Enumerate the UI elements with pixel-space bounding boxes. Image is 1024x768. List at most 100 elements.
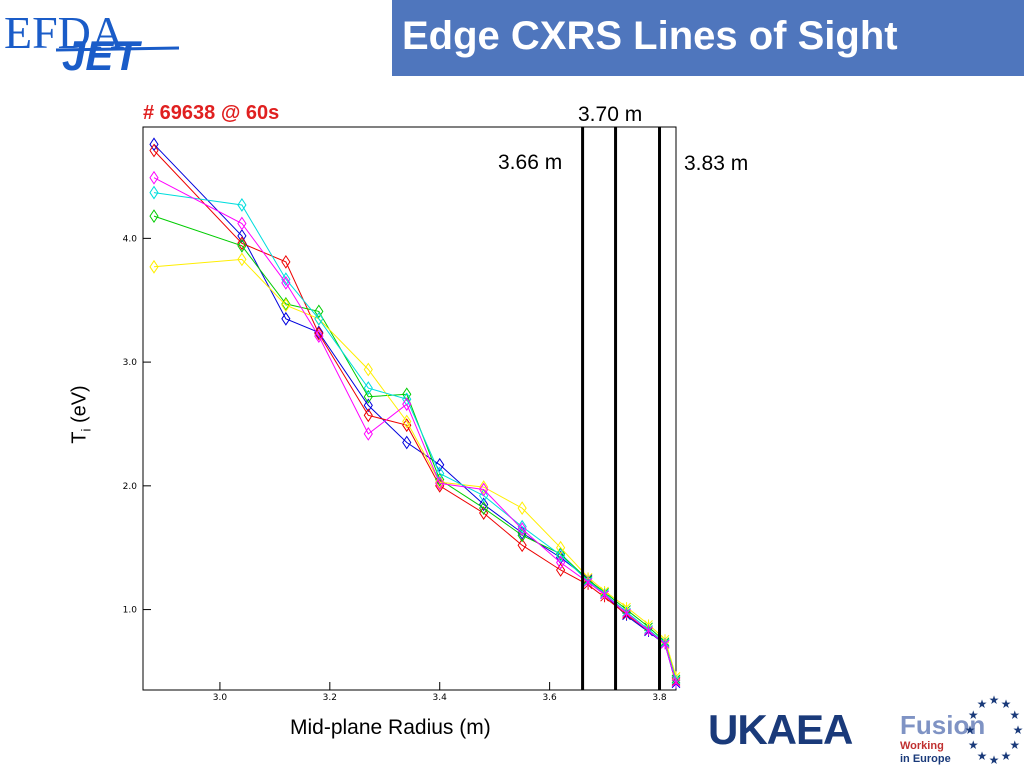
series-point-4 xyxy=(517,501,527,516)
series-point-6 xyxy=(644,625,653,636)
series-point-1 xyxy=(281,311,291,326)
series-point-6 xyxy=(402,397,412,412)
x-tick-label: 3.2 xyxy=(323,693,337,703)
y-tick-label: 1.0 xyxy=(123,606,138,616)
eu-star: ★ xyxy=(1001,749,1012,763)
series-point-mark xyxy=(600,589,609,600)
series-line-1 xyxy=(153,143,677,684)
series-point-1 xyxy=(363,398,373,413)
series-point-4 xyxy=(281,298,291,313)
series-point-5 xyxy=(363,381,373,395)
fusion-logo-sub2: in Europe xyxy=(900,753,951,765)
series-point-3 xyxy=(237,238,247,253)
series-point-2 xyxy=(237,236,247,251)
series-point-5 xyxy=(435,466,445,481)
series-point-mark xyxy=(622,608,631,619)
series-point-2 xyxy=(479,506,489,520)
series-point-1 xyxy=(149,137,159,152)
eu-star: ★ xyxy=(968,738,979,752)
shot-label: # 69638 @ 60s xyxy=(143,102,280,124)
eu-star: ★ xyxy=(989,693,1000,707)
series-point-6 xyxy=(583,577,593,588)
series-point-6 xyxy=(281,276,291,290)
series-point-mark xyxy=(671,677,681,688)
series-point-4 xyxy=(435,475,445,490)
eu-star: ★ xyxy=(1013,723,1024,737)
x-tick-label: 3.4 xyxy=(433,693,448,703)
x-axis-label: Mid-plane Radius (m) xyxy=(290,716,491,739)
series-point-6 xyxy=(149,170,159,185)
series-point-1 xyxy=(435,457,445,472)
series-point-6 xyxy=(479,482,489,497)
eu-star: ★ xyxy=(1009,708,1020,722)
eu-star: ★ xyxy=(965,723,976,737)
y-axis-label: Ti (eV) xyxy=(68,385,94,444)
series-point-mark xyxy=(644,625,653,636)
eu-star: ★ xyxy=(989,753,1000,767)
line-label-383: 3.83 m xyxy=(684,152,749,175)
series-line-3 xyxy=(153,215,677,680)
series-point-6 xyxy=(600,589,609,600)
series-point-4 xyxy=(402,414,412,429)
series-line-4 xyxy=(153,258,677,677)
x-tick-label: 3.6 xyxy=(542,693,557,703)
series-point-mark xyxy=(583,577,593,588)
series-point-2 xyxy=(556,563,566,577)
series-point-3 xyxy=(149,209,159,223)
series-point-6 xyxy=(314,329,324,344)
series-point-1 xyxy=(402,435,412,450)
series-point-5 xyxy=(517,519,527,534)
series-point-6 xyxy=(237,216,247,231)
line-label-366: 3.66 m xyxy=(498,151,563,174)
fusion-logo-sub1: Working xyxy=(900,740,944,752)
eu-star: ★ xyxy=(977,749,988,763)
line-label-370: 3.70 m xyxy=(578,103,643,126)
series-point-6 xyxy=(517,522,527,537)
series-point-mark xyxy=(660,639,670,650)
jet-logo-text: JET xyxy=(62,32,142,72)
y-tick-label: 4.0 xyxy=(123,234,138,244)
title-bar: Edge CXRS Lines of Sight xyxy=(392,0,1024,76)
series-point-3 xyxy=(517,528,527,543)
series-point-2 xyxy=(149,143,159,158)
efda-jet-logo: EFDA JET xyxy=(4,7,179,72)
series-point-5 xyxy=(479,488,489,503)
eu-star: ★ xyxy=(977,697,988,711)
x-tick-label: 3.0 xyxy=(213,693,228,703)
series-point-2 xyxy=(517,538,527,553)
series-point-5 xyxy=(556,548,566,563)
eu-stars-icon: ★★★★★★★★★ ★ ★★ xyxy=(965,693,1024,767)
series-point-1 xyxy=(314,325,324,340)
series-point-6 xyxy=(363,426,373,441)
series-point-5 xyxy=(149,185,159,200)
series-point-6 xyxy=(622,608,631,619)
series-point-3 xyxy=(556,546,566,561)
series-point-6 xyxy=(556,555,566,570)
plot-frame xyxy=(142,126,677,691)
series-point-4 xyxy=(556,540,566,555)
series-point-5 xyxy=(314,311,324,326)
series-point-6 xyxy=(660,639,670,650)
series-point-5 xyxy=(237,198,247,212)
fusion-logo: Fusion Working in Europe ★★★★★★★★★ ★ ★★ xyxy=(900,693,1024,767)
eu-star: ★ xyxy=(1001,697,1012,711)
page-title: Edge CXRS Lines of Sight xyxy=(402,14,898,58)
series-line-5 xyxy=(153,192,677,681)
series-point-4 xyxy=(479,480,489,494)
series-point-1 xyxy=(237,228,247,243)
logo-swoosh xyxy=(55,46,179,52)
series-point-4 xyxy=(237,252,247,267)
eu-star: ★ xyxy=(968,708,979,722)
y-tick-label: 3.0 xyxy=(123,358,138,368)
series-point-5 xyxy=(281,272,291,287)
x-tick-label: 3.8 xyxy=(652,693,667,703)
series-line-6 xyxy=(153,177,677,683)
series-point-2 xyxy=(281,254,291,269)
eu-star: ★ xyxy=(1009,738,1020,752)
series-point-3 xyxy=(479,501,489,516)
fusion-logo-title: Fusion xyxy=(900,710,985,740)
ukaea-logo: UKAEA xyxy=(708,706,853,753)
series-point-4 xyxy=(149,259,159,274)
series-point-3 xyxy=(314,304,324,319)
